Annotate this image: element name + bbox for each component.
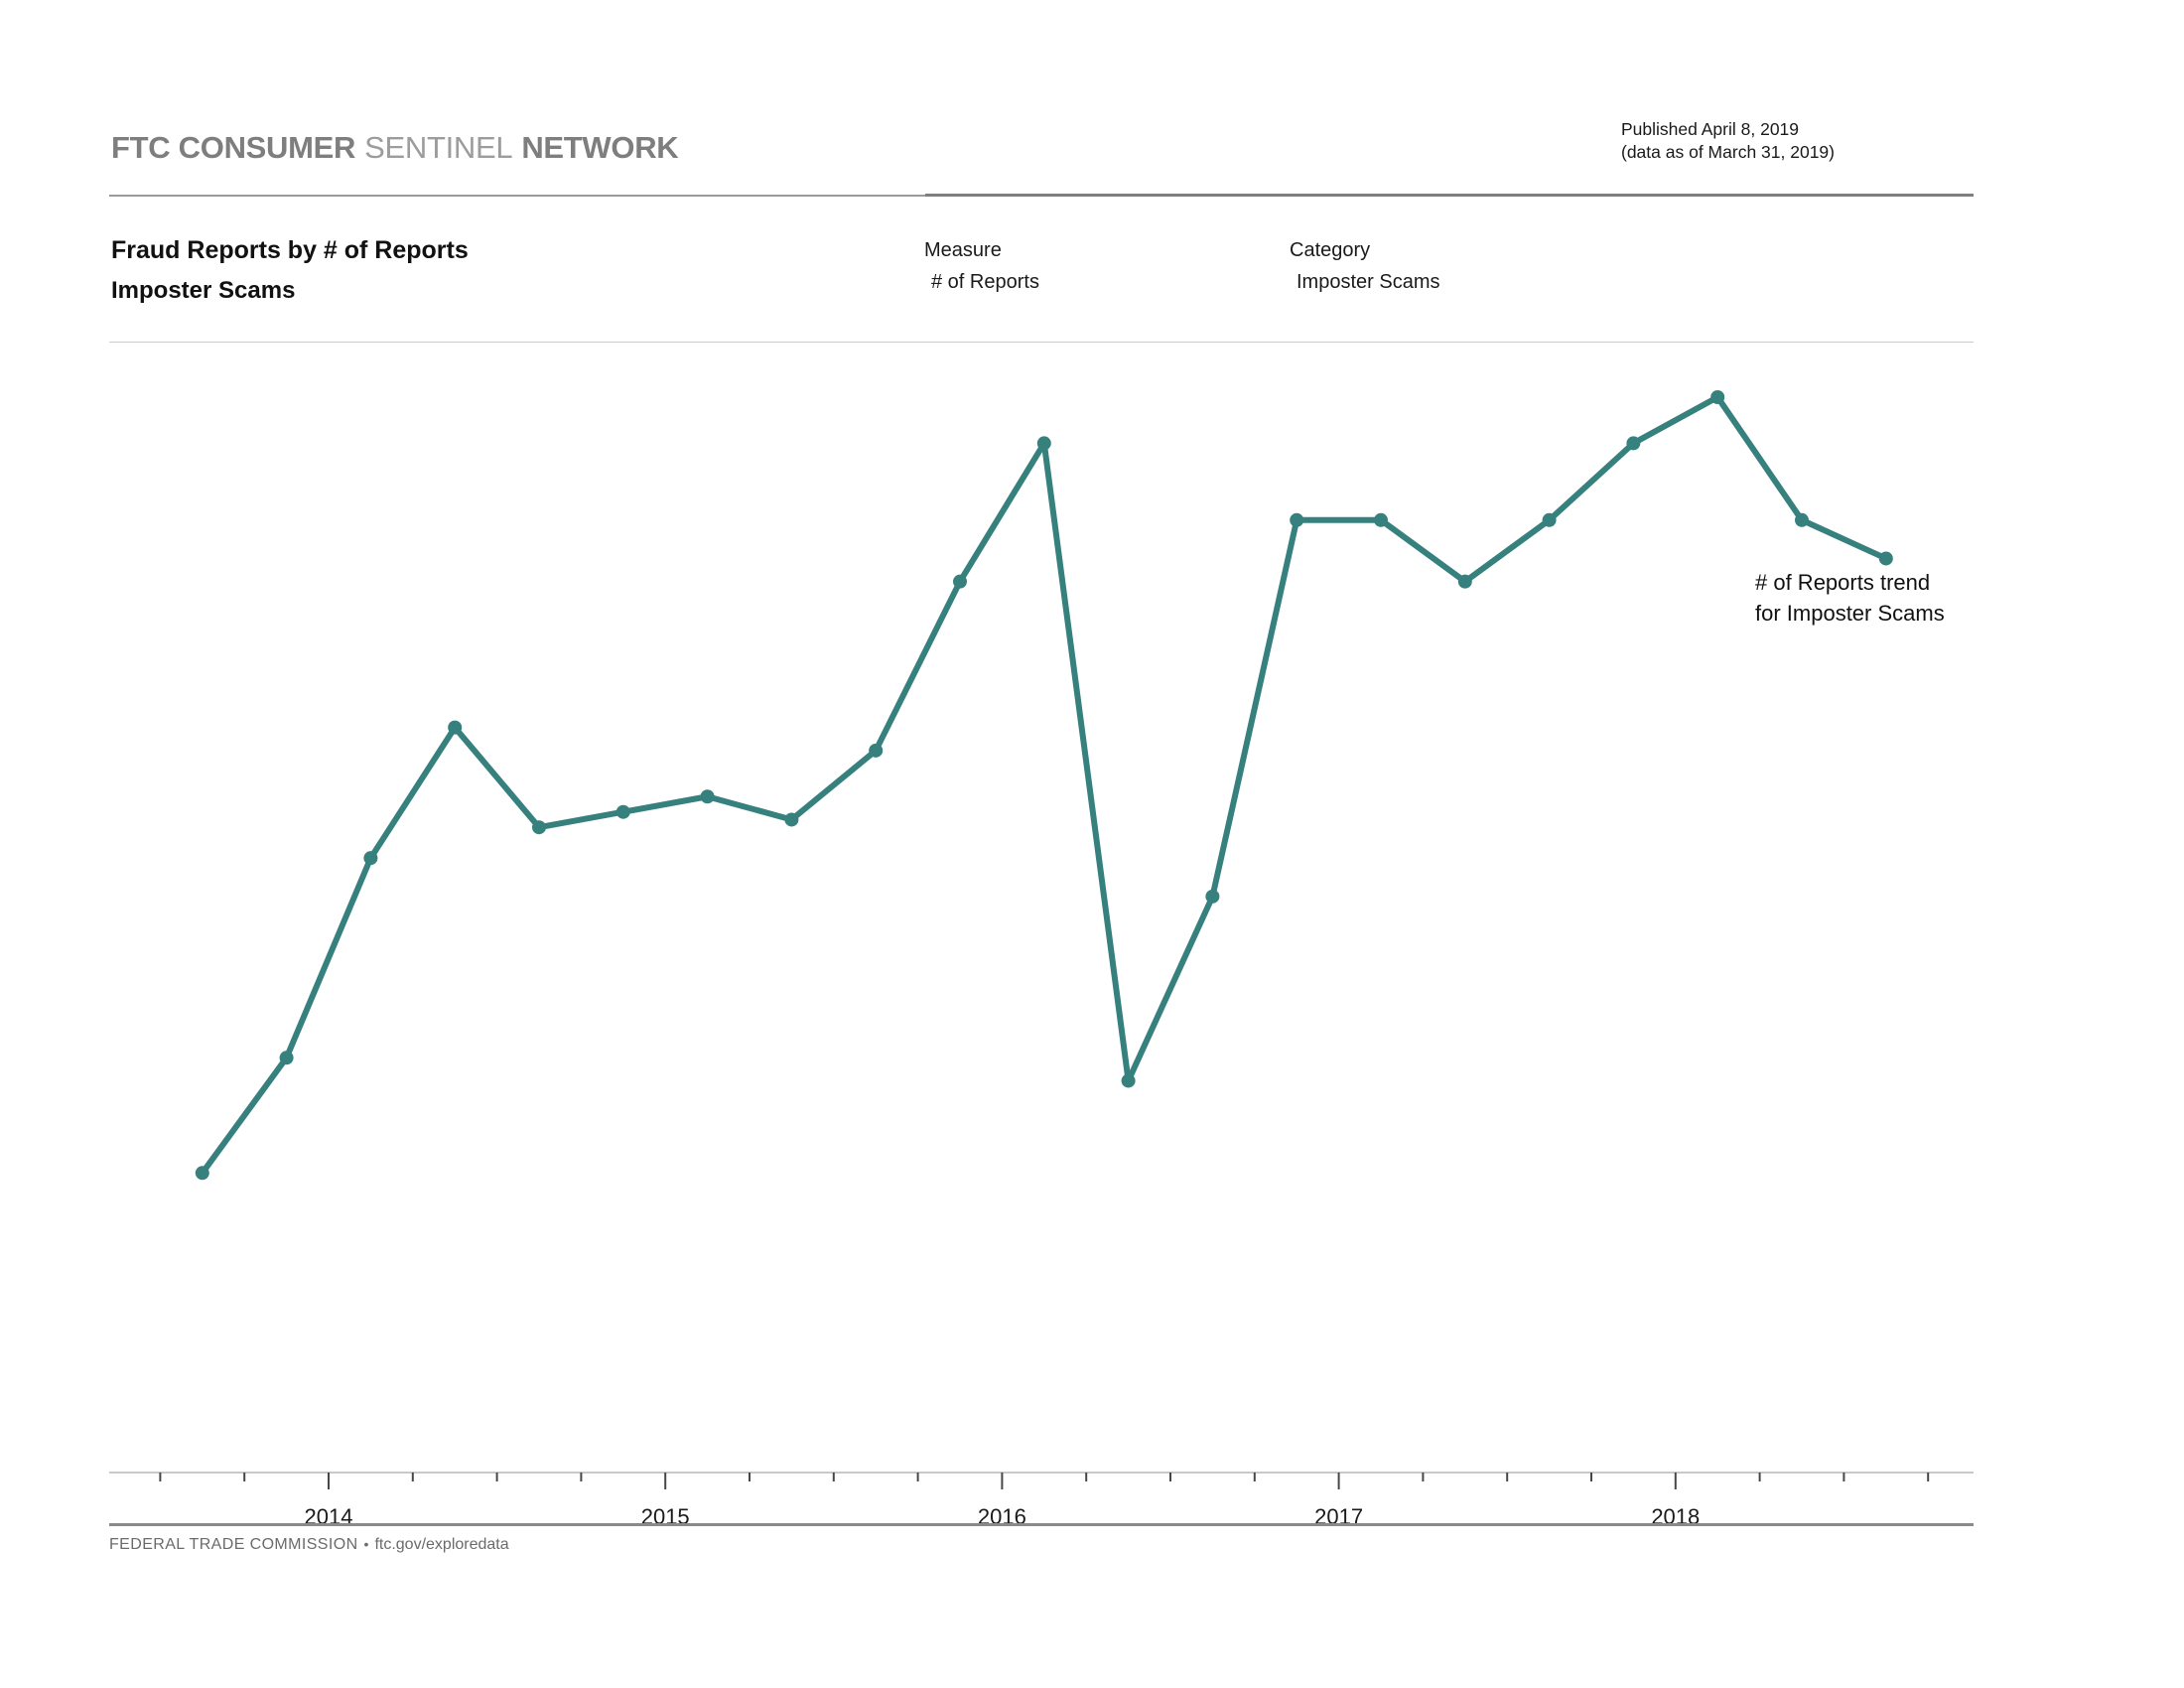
brand-ftc-consumer: FTC CONSUMER — [111, 130, 356, 165]
data-point — [1457, 574, 1472, 589]
data-point — [700, 789, 715, 804]
header-rule-left — [109, 195, 925, 197]
category-value: Imposter Scams — [1297, 271, 1440, 293]
footer-url: ftc.gov/exploredata — [374, 1536, 509, 1553]
category-label: Category — [1290, 239, 1371, 261]
data-point — [1626, 436, 1641, 451]
data-point — [532, 820, 546, 835]
trend-line — [199, 394, 1889, 1177]
footer-org: FEDERAL TRADE COMMISSION — [109, 1536, 358, 1553]
data-point — [448, 720, 463, 735]
data-point — [195, 1166, 209, 1181]
data-point — [1878, 551, 1893, 566]
footer: FEDERAL TRADE COMMISSION • ftc.gov/explore… — [109, 1536, 509, 1554]
footer-rule — [109, 1523, 1974, 1526]
data-point — [869, 743, 884, 758]
chart-title: Fraud Reports by # of Reports — [111, 236, 469, 264]
data-point — [1542, 512, 1557, 527]
data-point — [1374, 512, 1388, 527]
data-point — [279, 1051, 294, 1065]
data-point — [953, 574, 967, 589]
data-point — [1205, 889, 1220, 904]
data-point — [1121, 1073, 1136, 1088]
series-annotation-line2: for Imposter Scams — [1755, 601, 1945, 626]
data-point — [1795, 512, 1809, 527]
data-point — [363, 851, 378, 866]
data-point — [1036, 436, 1051, 451]
data-point — [615, 804, 630, 819]
brand-sentinel: SENTINEL — [364, 130, 513, 165]
data-point — [784, 812, 799, 827]
series-annotation: # of Reports trend for Imposter Scams — [1755, 567, 1945, 629]
data-point — [1290, 512, 1304, 527]
series-annotation-line1: # of Reports trend — [1755, 570, 1931, 595]
data-as-of-date: (data as of March 31, 2019) — [1621, 142, 1835, 162]
category-column: Category Imposter Scams — [1290, 239, 1439, 294]
measure-label: Measure — [924, 239, 1002, 261]
published-date: Published April 8, 2019 — [1621, 119, 1800, 139]
measure-column: Measure # of Reports — [924, 239, 1039, 294]
measure-value: # of Reports — [931, 271, 1039, 293]
title-divider-rule — [109, 342, 1974, 343]
data-point — [1710, 390, 1725, 404]
footer-bullet: • — [363, 1536, 369, 1552]
brand-network: NETWORK — [521, 130, 679, 165]
chart-subtitle: Imposter Scams — [111, 277, 296, 304]
header-rule-right — [925, 194, 1974, 197]
published-info: Published April 8, 2019 (data as of Marc… — [1621, 118, 1835, 164]
brand-header: FTC CONSUMER SENTINEL NETWORK — [111, 130, 679, 166]
